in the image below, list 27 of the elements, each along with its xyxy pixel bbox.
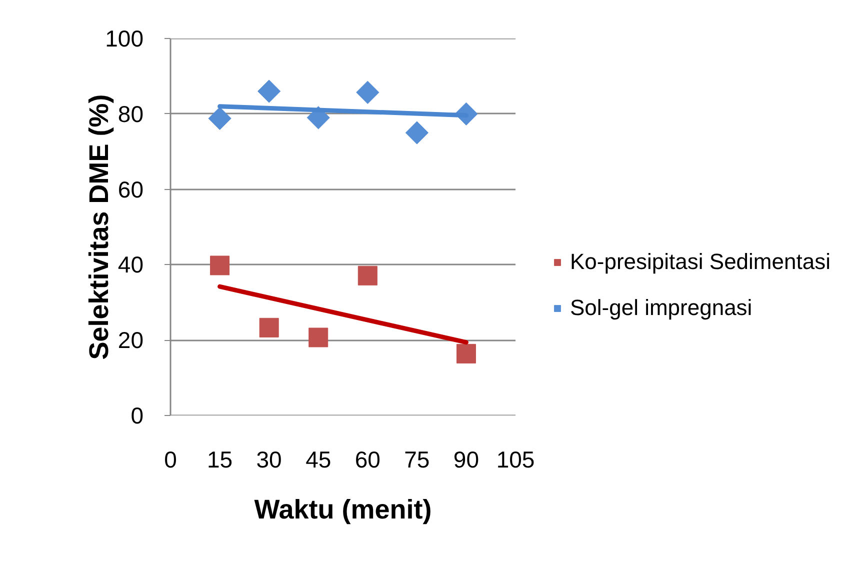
y-tick-label: 100 [105,26,144,52]
y-tick-label: 20 [118,327,144,354]
y-tick-label: 0 [130,402,144,428]
x-tick-label: 30 [256,446,282,472]
y-tick-label: 40 [118,252,144,278]
y-tick-label: 60 [118,176,144,202]
x-tick-label: 0 [164,446,177,472]
point [210,256,230,276]
x-tick-label: 15 [206,446,233,472]
x-tick-label: 90 [453,446,480,472]
x-axis-title: Waktu (menit) [254,494,432,524]
point [456,344,476,364]
x-tick-label: 105 [496,446,535,472]
point [356,80,380,104]
point [258,80,281,103]
legend-label: Sol-gel impregnasi [570,295,752,321]
x-tick-label: 45 [306,446,332,472]
point [405,121,428,144]
point [208,106,232,130]
legend-label: Ko-presipitasi Sedimentasi [570,249,830,275]
y-tick-label: 80 [118,100,144,127]
point [308,328,328,348]
x-tick-label: 75 [404,446,430,472]
point [259,318,279,338]
y-axis-title: Selektivitas DME (%) [84,94,114,360]
point [358,266,378,286]
x-tick-label: 60 [354,446,380,472]
